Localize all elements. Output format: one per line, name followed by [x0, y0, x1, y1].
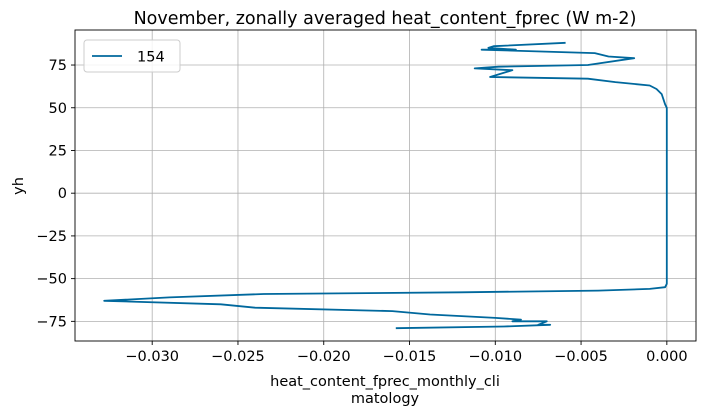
y-tick-label: −25 — [36, 229, 67, 245]
plot-frame — [74, 29, 697, 342]
x-tick-label: −0.020 — [297, 349, 351, 365]
legend-label-154: 154 — [137, 50, 165, 66]
x-axis-label-line-1: heat_content_fprec_monthly_cli — [270, 374, 500, 390]
x-tick-label: −0.005 — [554, 349, 608, 365]
y-axis-label: yh — [11, 177, 27, 195]
grid — [75, 30, 696, 341]
legend: 154 — [83, 39, 181, 73]
legend-box — [83, 39, 181, 73]
series-line-154 — [103, 41, 668, 330]
x-axis: −0.030 −0.025 −0.020 −0.015 −0.010 −0.005 0.00… — [125, 341, 688, 365]
y-tick-label: 0 — [58, 186, 67, 202]
x-tick-label: 0.000 — [646, 349, 688, 365]
chart-title: November, zonally averaged heat_content_… — [134, 9, 637, 29]
plot-area — [75, 30, 696, 341]
y-tick-label: 50 — [49, 101, 67, 117]
y-tick-label: −75 — [36, 314, 67, 330]
y-tick-label: 25 — [49, 143, 67, 159]
x-tick-label: −0.025 — [211, 349, 265, 365]
y-tick-label: 75 — [49, 58, 67, 74]
x-axis-label-line-2: matology — [351, 391, 420, 407]
y-tick-label: −50 — [36, 272, 67, 288]
y-axis: −75 −50 −25 0 25 50 75 — [36, 58, 75, 330]
x-tick-label: −0.010 — [468, 349, 522, 365]
x-tick-label: −0.015 — [383, 349, 437, 365]
series-layer — [103, 41, 668, 330]
x-tick-label: −0.030 — [125, 349, 179, 365]
